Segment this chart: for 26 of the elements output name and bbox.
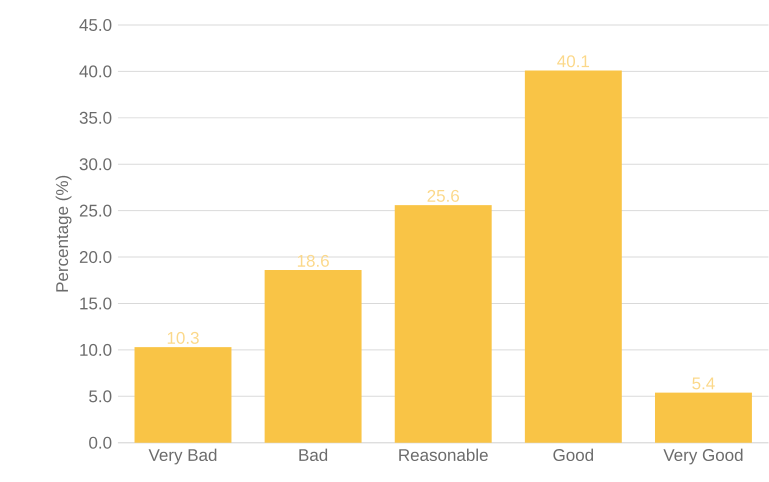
data-label: 18.6 [298,254,329,268]
data-label: 10.3 [168,332,199,344]
bar [654,392,752,443]
bar [394,205,492,443]
y-tick-label: 5.0 [89,390,112,402]
y-tick-label: 10.0 [80,344,112,356]
y-tick-label: 15.0 [80,298,112,310]
y-tick-label: 20.0 [80,251,112,264]
y-tick-label: 40.0 [79,66,112,78]
y-tick-label: 0.0 [89,436,112,449]
bar [524,70,622,443]
x-tick-label: Reasonable [399,448,488,462]
data-label: 5.4 [692,378,715,390]
data-label: 40.1 [557,55,590,68]
x-tick-label: Very Good [663,448,742,465]
y-tick-label: 45.0 [79,19,112,32]
x-tick-label: Very Bad [148,448,216,465]
bar [264,270,362,443]
y-tick-label: 35.0 [80,112,112,124]
bar [134,347,232,443]
y-tick-label: 30.0 [80,158,112,170]
y-tick-label: 25.0 [80,204,112,217]
data-label: 25.6 [428,190,459,202]
x-tick-label: Bad [299,448,328,462]
y-axis-title: Percentage (%) [56,176,72,292]
x-tick-label: Good [553,448,594,462]
